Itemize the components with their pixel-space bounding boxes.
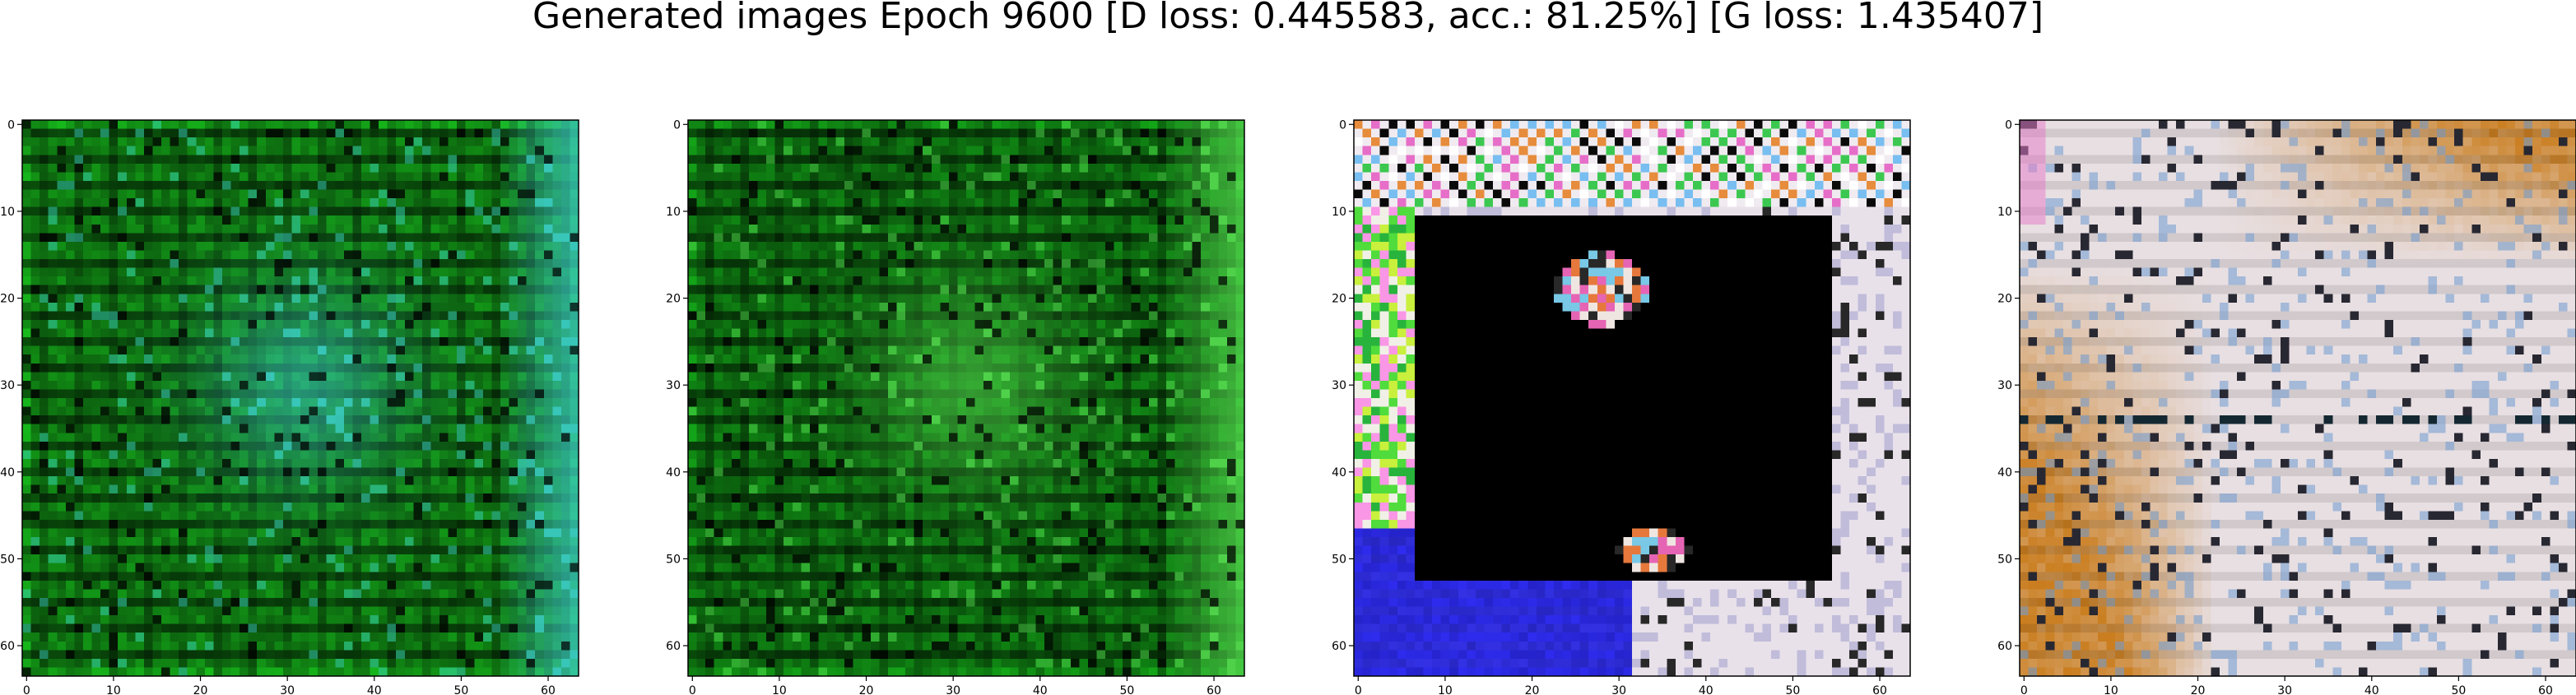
x-tick-label: 0 [23, 684, 30, 695]
x-tick-label: 30 [2277, 684, 2292, 695]
y-tick-label: 60 [0, 640, 15, 653]
generated-image-4 [2020, 120, 2576, 677]
x-tick-label: 60 [541, 684, 556, 695]
y-tick-label: 20 [1332, 293, 1346, 306]
y-tick-label: 50 [1332, 553, 1346, 566]
y-tick-label: 10 [666, 206, 681, 219]
y-tick-label: 10 [0, 206, 15, 219]
x-tick-label: 10 [106, 684, 121, 695]
x-tick-label: 10 [1438, 684, 1453, 695]
x-tick-label: 50 [453, 684, 468, 695]
image-panel-1: 0 10 20 30 40 50 60 0 10 20 30 40 50 60 [0, 118, 579, 695]
x-tick-label: 0 [1355, 684, 1362, 695]
x-tick-label: 10 [2104, 684, 2118, 695]
y-tick-label: 60 [1997, 640, 2012, 653]
y-tick-label: 30 [1997, 379, 2012, 392]
generated-image-3 [1354, 120, 1911, 677]
axes-frame-1 [21, 119, 579, 677]
x-tick-label: 40 [1033, 684, 1048, 695]
y-tick-label: 10 [1997, 206, 2012, 219]
y-tick-label: 40 [1997, 466, 2012, 480]
y-tick-label: 20 [666, 293, 681, 306]
figure-title: Generated images Epoch 9600 [D loss: 0.4… [532, 0, 2044, 37]
x-tick-label: 10 [772, 684, 787, 695]
y-tick-label: 60 [1332, 640, 1346, 653]
y-tick-label: 60 [666, 640, 681, 653]
axes-frame-2 [687, 119, 1245, 677]
axes-frame-4 [2019, 119, 2576, 677]
y-tick-label: 0 [673, 118, 681, 132]
x-tick-label: 50 [1785, 684, 1800, 695]
generated-image-1 [22, 120, 579, 677]
y-tick-label: 50 [0, 553, 15, 566]
y-tick-label: 20 [1997, 293, 2012, 306]
y-tick-label: 10 [1332, 206, 1346, 219]
x-tick-label: 40 [367, 684, 382, 695]
y-tick-label: 40 [666, 466, 681, 480]
y-tick-label: 0 [1339, 118, 1346, 132]
image-panel-4: 0 10 20 30 40 50 60 0 10 20 30 40 50 60 [1997, 118, 2576, 695]
y-tick-label: 0 [2005, 118, 2012, 132]
y-tick-label: 30 [1332, 379, 1346, 392]
x-tick-label: 20 [1525, 684, 1540, 695]
y-tick-label: 50 [666, 553, 681, 566]
x-tick-label: 50 [1119, 684, 1134, 695]
x-tick-label: 60 [1207, 684, 1221, 695]
x-tick-label: 20 [193, 684, 208, 695]
x-tick-label: 40 [1699, 684, 1713, 695]
y-tick-label: 30 [666, 379, 681, 392]
image-panel-2: 0 10 20 30 40 50 60 0 10 20 30 40 50 60 [666, 118, 1245, 695]
x-tick-label: 0 [689, 684, 696, 695]
x-tick-label: 40 [2364, 684, 2379, 695]
y-tick-label: 0 [7, 118, 15, 132]
axes-frame-3 [1353, 119, 1911, 677]
y-tick-label: 20 [0, 293, 15, 306]
x-tick-label: 20 [2191, 684, 2206, 695]
x-tick-label: 60 [1872, 684, 1887, 695]
x-tick-label: 50 [2451, 684, 2466, 695]
x-tick-label: 30 [280, 684, 295, 695]
y-tick-label: 40 [0, 466, 15, 480]
y-tick-label: 40 [1332, 466, 1346, 480]
generated-image-2 [688, 120, 1245, 677]
x-tick-label: 30 [1611, 684, 1626, 695]
image-panel-3: 0 10 20 30 40 50 60 0 10 20 30 40 50 60 [1332, 118, 1911, 695]
x-tick-label: 20 [859, 684, 874, 695]
y-tick-label: 30 [0, 379, 15, 392]
x-tick-label: 0 [2020, 684, 2028, 695]
y-tick-label: 50 [1997, 553, 2012, 566]
x-tick-label: 30 [946, 684, 960, 695]
x-tick-label: 60 [2538, 684, 2553, 695]
